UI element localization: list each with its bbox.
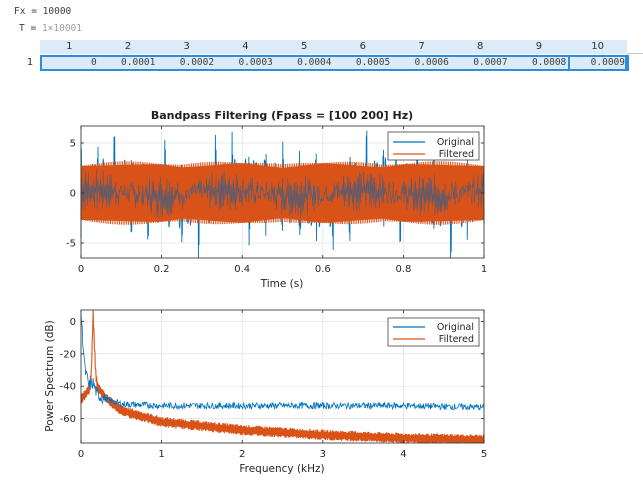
original-spectrum-line xyxy=(80,314,485,411)
x-tick-label: 0.6 xyxy=(315,264,331,275)
y-tick-label: -20 xyxy=(60,349,76,360)
fx-variable-line: Fx = 10000 xyxy=(14,6,71,17)
x-tick-label: 3 xyxy=(320,449,326,460)
equals-sign: = xyxy=(30,23,37,34)
y-axis-label: Power Spectrum (dB) xyxy=(44,320,56,431)
table-cell[interactable]: 0.0001 xyxy=(121,57,156,68)
fx-variable-name: Fx xyxy=(14,6,26,17)
fx-variable-value: 10000 xyxy=(42,6,72,17)
legend-label-original: Original xyxy=(437,137,474,148)
y-tick-label: 0 xyxy=(70,317,76,328)
filtered-signal-line xyxy=(80,161,485,225)
t-variable-line: T = 1×10001 xyxy=(19,23,82,34)
t-variable-name: T xyxy=(19,23,25,34)
filtered-spectrum-line xyxy=(80,309,485,444)
x-tick-label: 0 xyxy=(78,449,84,460)
table-cell[interactable]: 0.0008 xyxy=(531,57,567,68)
table-cell-selected[interactable]: 0.0009 xyxy=(568,55,629,71)
table-column-header[interactable]: 9 xyxy=(535,41,543,52)
t-variable-size[interactable]: 1×10001 xyxy=(41,23,82,34)
x-tick-label: 0.8 xyxy=(395,264,411,275)
axes-box xyxy=(80,125,485,259)
table-column-header[interactable]: 10 xyxy=(591,41,604,52)
table-column-header[interactable]: 1 xyxy=(66,41,73,52)
x-axis-label: Frequency (kHz) xyxy=(239,463,324,475)
table-cell[interactable]: 0.0006 xyxy=(414,57,449,68)
table-column-header[interactable]: 5 xyxy=(300,41,308,52)
table-column-header[interactable]: 4 xyxy=(242,41,249,52)
axes-box xyxy=(80,309,485,444)
table-row[interactable]: 0 0.0001 0.0002 0.0003 0.0004 0.0005 0.0006 0.0… xyxy=(40,55,629,71)
legend[interactable]: Original Filtered xyxy=(387,131,480,161)
x-tick-label: 5 xyxy=(481,449,487,460)
table-cell[interactable]: 0.0002 xyxy=(179,57,215,68)
table-row-header[interactable]: 1 xyxy=(26,57,34,68)
x-tick-label: 0.2 xyxy=(154,264,170,275)
x-tick-label: 1 xyxy=(158,449,164,460)
table-column-header[interactable]: 6 xyxy=(359,41,367,52)
legend-label-filtered: Filtered xyxy=(439,334,474,345)
table-cell[interactable]: 0.0003 xyxy=(238,57,273,68)
table-column-header[interactable]: 3 xyxy=(183,41,190,52)
y-tick-label: -60 xyxy=(60,414,76,425)
x-tick-label: 4 xyxy=(400,449,406,460)
legend-label-original: Original xyxy=(437,322,474,333)
chart-title: Bandpass Filtering (Fpass = [100 200] Hz… xyxy=(151,109,413,122)
y-tick-label: -40 xyxy=(60,382,76,393)
y-tick-label: 0 xyxy=(70,189,76,200)
legend-box xyxy=(387,131,480,161)
table-column-header[interactable]: 2 xyxy=(124,41,132,52)
table-cell[interactable]: 0.0005 xyxy=(355,57,391,68)
y-tick-label: -5 xyxy=(66,239,76,250)
legend-label-filtered: Filtered xyxy=(439,149,474,160)
x-tick-label: 0 xyxy=(78,264,84,275)
y-tick-label: 5 xyxy=(70,139,76,150)
legend[interactable]: Original Filtered xyxy=(387,317,480,347)
x-tick-label: 1 xyxy=(481,264,487,275)
table-cell[interactable]: 0.0007 xyxy=(473,57,508,68)
x-axis-label: Time (s) xyxy=(260,278,304,290)
original-signal-overlay xyxy=(80,168,485,218)
table-column-header[interactable]: 7 xyxy=(418,41,425,52)
legend-box xyxy=(387,317,480,347)
table-column-header-row: 1 2 3 4 5 6 7 8 9 10 xyxy=(40,40,627,54)
x-tick-label: 0.4 xyxy=(234,264,250,275)
x-tick-label: 2 xyxy=(239,449,245,460)
equals-sign: = xyxy=(31,6,37,17)
table-cell[interactable]: 0.0004 xyxy=(297,57,332,68)
table-header-divider xyxy=(627,53,643,54)
table-column-header[interactable]: 8 xyxy=(477,41,484,52)
time-domain-chart: Bandpass Filtering (Fpass = [100 200] Hz… xyxy=(66,109,487,290)
table-cell[interactable]: 0 xyxy=(90,57,97,68)
